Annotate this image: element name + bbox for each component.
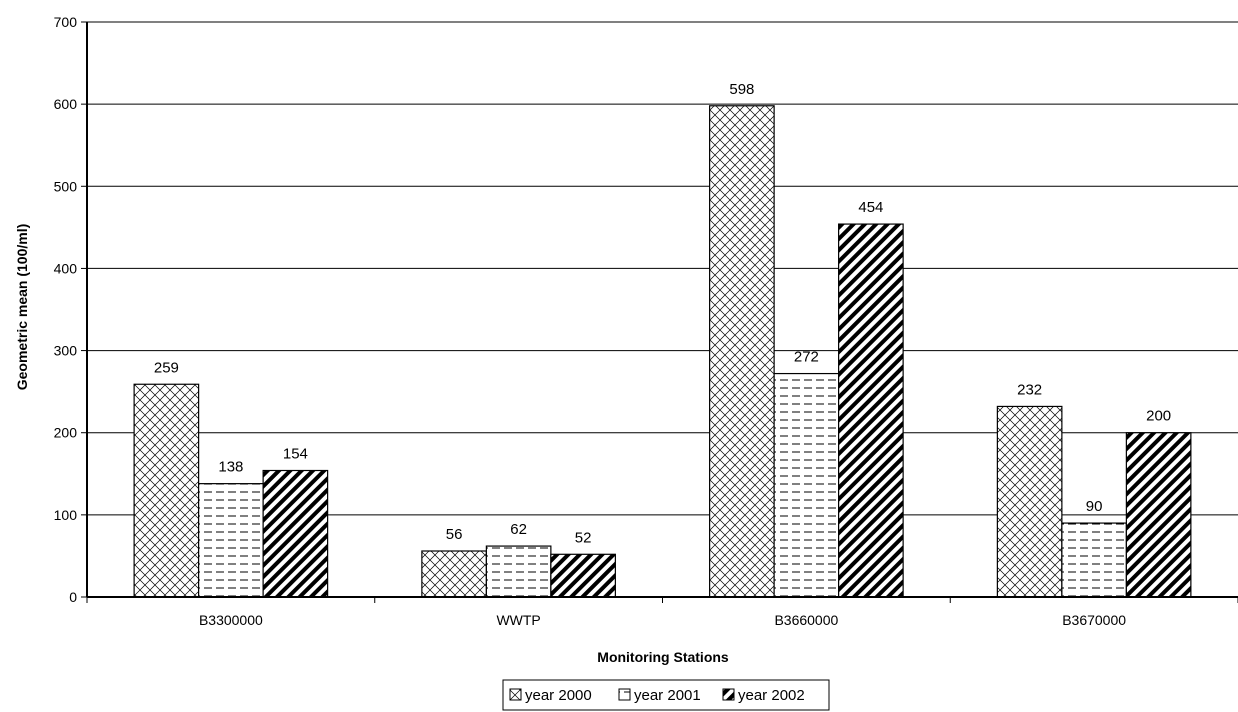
data-label: 56 bbox=[446, 526, 463, 543]
x-category-label: B3670000 bbox=[1062, 612, 1126, 628]
data-label: 138 bbox=[218, 459, 243, 476]
bar-year-2001-B3660000 bbox=[773, 372, 840, 598]
legend-label: year 2001 bbox=[634, 687, 701, 704]
x-category-label: B3300000 bbox=[199, 612, 263, 628]
data-label: 90 bbox=[1086, 498, 1103, 515]
data-label: 200 bbox=[1146, 408, 1171, 425]
data-label: 259 bbox=[154, 359, 179, 376]
bar-year-2000-B3660000 bbox=[709, 105, 775, 598]
gridlines bbox=[87, 21, 1238, 516]
legend-box bbox=[502, 679, 830, 711]
bar-year-2001-WWTP bbox=[485, 545, 552, 598]
bar-year-2000-B3300000 bbox=[133, 383, 200, 598]
legend-label: year 2000 bbox=[525, 687, 592, 704]
bar-year-2000-WWTP bbox=[421, 550, 487, 598]
x-category-label: WWTP bbox=[496, 612, 540, 628]
bar-year-2002-WWTP bbox=[550, 553, 616, 598]
data-label: 454 bbox=[858, 199, 883, 216]
bars bbox=[133, 105, 1192, 598]
bar-year-2002-B3660000 bbox=[838, 223, 904, 598]
y-tick-label: 700 bbox=[54, 14, 78, 30]
legend-label: year 2002 bbox=[738, 687, 805, 704]
legend: year 2000 year 2001 year 2002 bbox=[502, 679, 830, 711]
y-tick-label: 100 bbox=[54, 507, 78, 523]
axes bbox=[81, 21, 1238, 603]
x-category-label: B3660000 bbox=[774, 612, 838, 628]
legend-swatch bbox=[722, 688, 735, 701]
y-axis-title: Geometric mean (100/ml) bbox=[14, 224, 30, 391]
data-label: 232 bbox=[1017, 381, 1042, 398]
y-tick-label: 300 bbox=[54, 343, 78, 359]
bar-year-2001-B3300000 bbox=[198, 483, 264, 598]
y-tick-label: 600 bbox=[54, 96, 78, 112]
legend-swatch bbox=[509, 688, 522, 701]
data-label: 52 bbox=[575, 529, 592, 546]
y-tick-label: 400 bbox=[54, 260, 78, 276]
y-tick-label: 200 bbox=[54, 425, 78, 441]
data-label: 62 bbox=[510, 521, 527, 538]
legend-swatch bbox=[618, 688, 631, 701]
bar-year-2002-B3300000 bbox=[262, 469, 329, 598]
bar-year-2000-B3670000 bbox=[996, 405, 1063, 598]
y-tick-label: 500 bbox=[54, 178, 78, 194]
y-tick-label: 0 bbox=[69, 589, 77, 605]
data-label: 598 bbox=[729, 81, 754, 98]
data-label: 272 bbox=[794, 349, 819, 366]
labels: 0 100 200 300 400 500 600 700 259 138 154 B3300000 5… bbox=[54, 14, 1172, 628]
bar-year-2002-B3670000 bbox=[1125, 432, 1192, 598]
x-axis-title: Monitoring Stations bbox=[597, 649, 729, 665]
data-label: 154 bbox=[283, 446, 308, 463]
bar-year-2001-B3670000 bbox=[1061, 522, 1127, 598]
